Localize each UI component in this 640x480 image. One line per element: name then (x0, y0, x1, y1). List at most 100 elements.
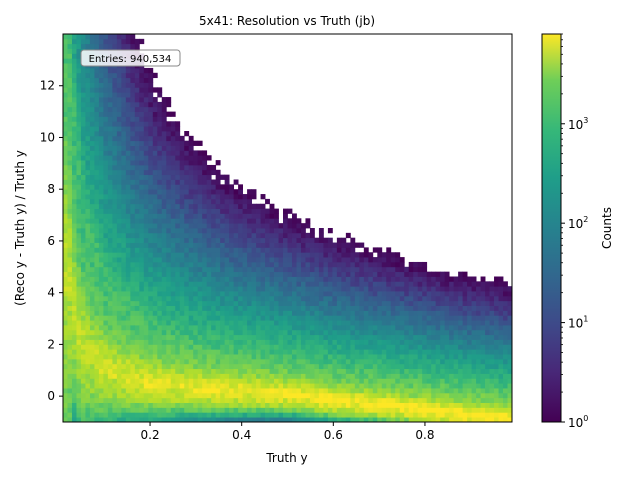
heatmap-cell (71, 392, 77, 399)
heatmap-cell (202, 349, 208, 355)
heatmap-cell (238, 407, 243, 413)
heatmap-cell (175, 140, 181, 146)
heatmap-cell (179, 397, 185, 403)
heatmap-cell (166, 155, 172, 161)
heatmap-cell (229, 213, 235, 219)
heatmap-cell (413, 325, 419, 331)
heatmap-cell (193, 247, 199, 253)
heatmap-cell (80, 271, 86, 277)
heatmap-cell (256, 271, 261, 277)
heatmap-cell (238, 266, 243, 273)
heatmap-cell (76, 198, 82, 205)
heatmap-cell (489, 334, 495, 340)
heatmap-cell (260, 320, 266, 326)
heatmap-cell (206, 164, 212, 171)
heatmap-cell (404, 363, 410, 370)
heatmap-cell (503, 325, 508, 331)
heatmap-cell (125, 402, 131, 408)
heatmap-cell (175, 271, 181, 277)
heatmap-cell (125, 363, 131, 370)
heatmap-cell (350, 281, 356, 287)
heatmap-cell (125, 329, 131, 336)
heatmap-cell (107, 67, 113, 74)
heatmap-cell (489, 344, 495, 350)
heatmap-cell (399, 358, 405, 365)
heatmap-cell (309, 388, 315, 394)
heatmap-cell (63, 160, 68, 166)
heatmap-cell (233, 189, 239, 195)
heatmap-cell (323, 252, 329, 258)
heatmap-cell (139, 150, 145, 156)
heatmap-cell (116, 392, 122, 399)
heatmap-cell (202, 223, 208, 229)
heatmap-cell (89, 315, 95, 321)
heatmap-cell (125, 223, 131, 229)
heatmap-cell (417, 363, 423, 370)
heatmap-cell (143, 218, 149, 224)
heatmap-cell (80, 281, 86, 287)
heatmap-cell (336, 242, 342, 248)
heatmap-cell (278, 344, 284, 350)
heatmap-cell (300, 257, 306, 263)
heatmap-cell (318, 247, 324, 253)
heatmap-cell (314, 412, 320, 418)
heatmap-cell (247, 218, 252, 224)
heatmap-cell (63, 383, 68, 389)
heatmap-cell (485, 329, 490, 336)
heatmap-cell (476, 354, 481, 360)
heatmap-cell (453, 339, 459, 345)
heatmap-cell (161, 189, 167, 195)
heatmap-cell (233, 315, 239, 321)
heatmap-cell (179, 140, 185, 146)
heatmap-cell (471, 368, 477, 374)
heatmap-cell (507, 334, 512, 340)
heatmap-cell (80, 392, 86, 399)
heatmap-cell (125, 373, 131, 379)
heatmap-cell (80, 126, 86, 132)
heatmap-cell (80, 140, 86, 146)
heatmap-cell (71, 383, 77, 389)
heatmap-cell (278, 339, 284, 345)
heatmap-cell (107, 87, 113, 93)
heatmap-cell (296, 305, 302, 311)
heatmap-cell (503, 358, 508, 365)
heatmap-cell (143, 164, 149, 171)
heatmap-cell (413, 261, 419, 268)
heatmap-cell (134, 310, 140, 316)
heatmap-cell (175, 349, 181, 355)
heatmap-cell (94, 77, 100, 83)
heatmap-cell (71, 155, 77, 161)
heatmap-cell (372, 315, 378, 321)
heatmap-cell (458, 325, 464, 331)
heatmap-cell (134, 194, 140, 200)
heatmap-cell (211, 232, 217, 239)
heatmap-cell (251, 334, 257, 340)
heatmap-cell (242, 388, 248, 394)
heatmap-cell (368, 310, 374, 316)
heatmap-cell (121, 72, 127, 79)
heatmap-cell (471, 320, 477, 326)
heatmap-cell (161, 412, 167, 418)
heatmap-cell (458, 368, 464, 374)
heatmap-cell (215, 203, 221, 209)
heatmap-cell (449, 325, 455, 331)
heatmap-cell (242, 252, 248, 258)
heatmap-cell (197, 266, 203, 273)
heatmap-cell (359, 281, 365, 287)
heatmap-cell (503, 320, 508, 326)
heatmap-cell (152, 232, 158, 239)
heatmap-cell (166, 358, 172, 365)
heatmap-cell (71, 77, 77, 83)
heatmap-cell (98, 164, 104, 171)
heatmap-cell (63, 349, 68, 355)
heatmap-cell (94, 266, 100, 273)
heatmap-cell (390, 402, 396, 408)
heatmap-cell (467, 388, 472, 394)
heatmap-cell (269, 315, 275, 321)
heatmap-cell (368, 354, 374, 360)
heatmap-cell (161, 184, 167, 190)
heatmap-cell (368, 383, 374, 389)
heatmap-cell (103, 82, 109, 88)
heatmap-cell (76, 223, 82, 229)
heatmap-cell (63, 368, 68, 374)
